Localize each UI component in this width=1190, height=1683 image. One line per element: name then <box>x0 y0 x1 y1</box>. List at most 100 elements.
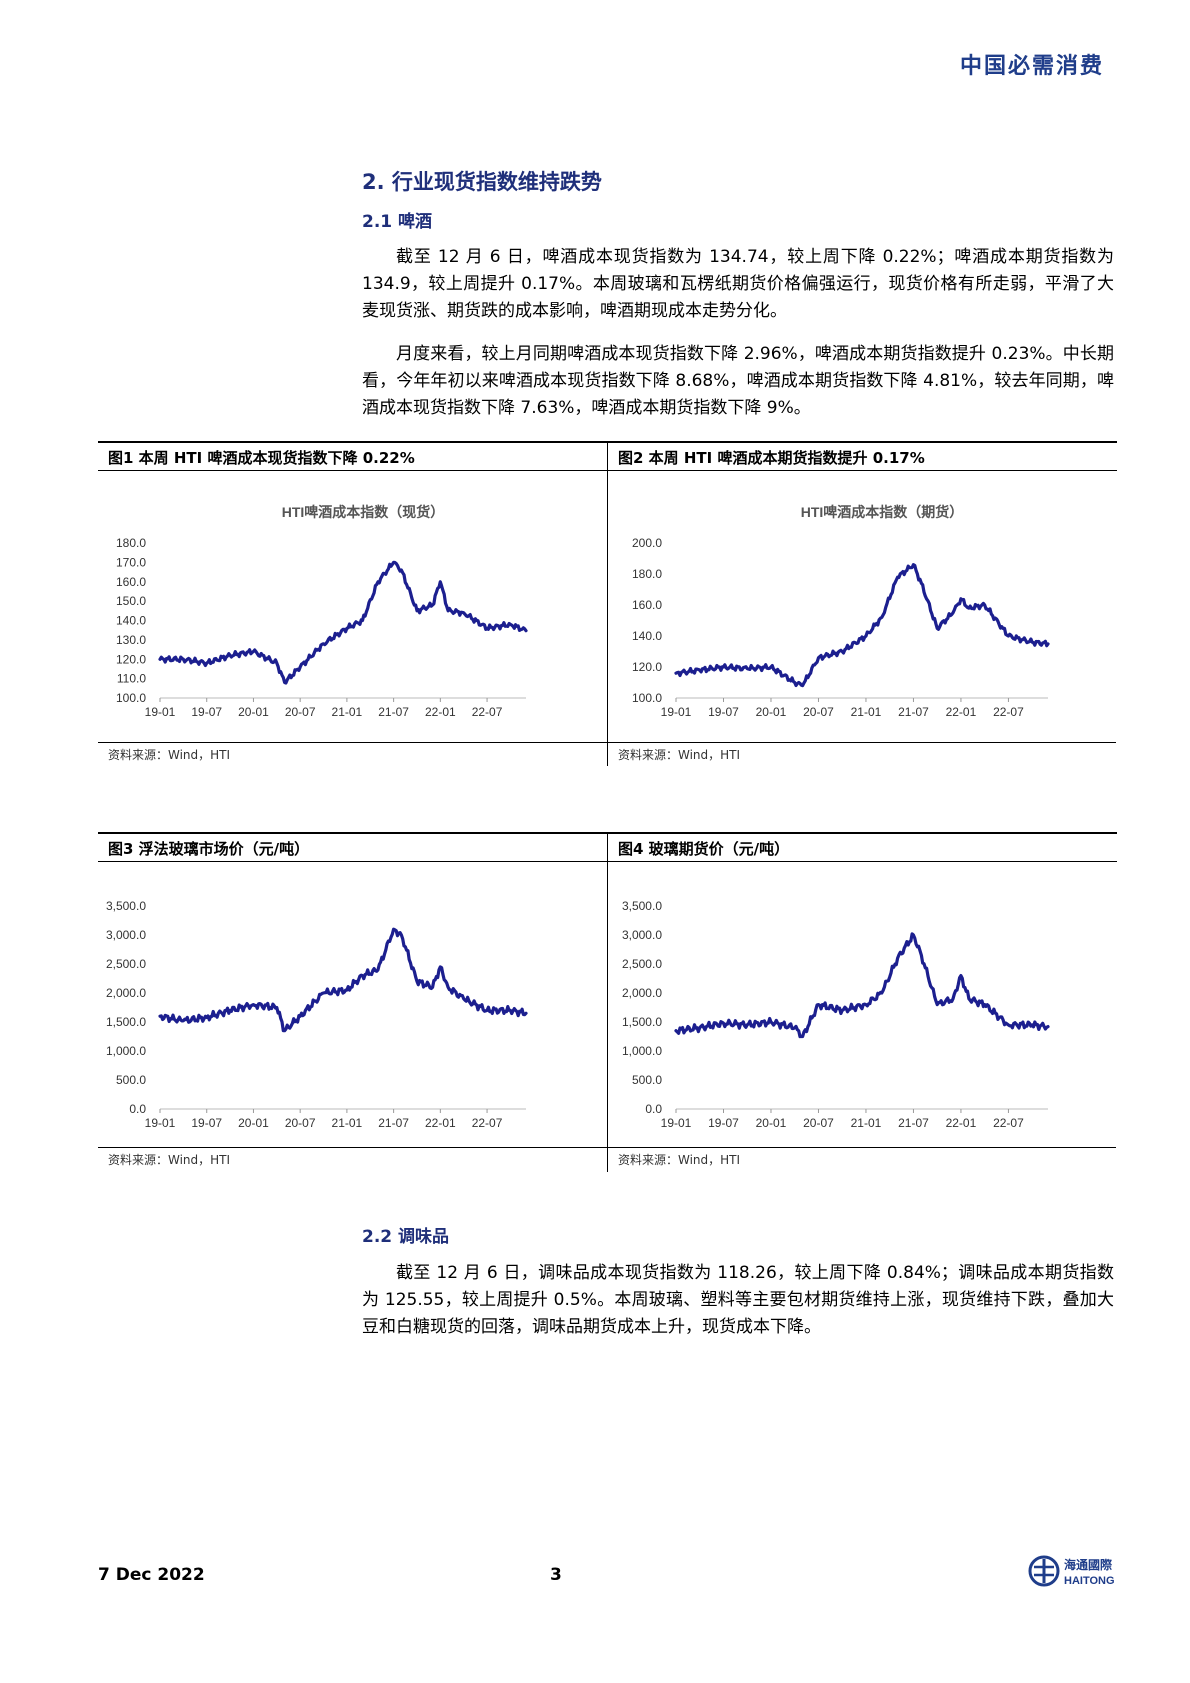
x-tick-label: 21-07 <box>898 1116 929 1130</box>
haitong-logo: 海通國際 HAITONG <box>1028 1555 1115 1587</box>
y-tick-label: 3,500.0 <box>622 899 662 913</box>
x-tick-label: 20-07 <box>285 705 316 719</box>
x-tick-label: 19-01 <box>145 1116 176 1130</box>
y-tick-label: 0.0 <box>645 1102 662 1116</box>
figure-1-chart: HTI啤酒成本指数（现货） 100.0 110.0 120.0 130.0 140.0 15… <box>116 504 528 719</box>
beer-paragraph-2: 月度来看，较上月同期啤酒成本现货指数下降 2.96%，啤酒成本期货指数提升 0.… <box>362 344 1114 418</box>
x-tick-label: 21-01 <box>332 705 363 719</box>
series-line <box>674 563 1050 688</box>
y-tick-label: 110.0 <box>117 672 146 686</box>
y-tick-label: 1,000.0 <box>622 1044 662 1058</box>
figure-2-caption: 图2 本周 HTI 啤酒成本期货指数提升 0.17% <box>608 441 1117 471</box>
condiment-paragraphs: 截至 12 月 6 日，调味品成本现货指数为 118.26，较上周下降 0.84… <box>362 1260 1114 1341</box>
x-tick-label: 20-01 <box>238 1116 269 1130</box>
figure-3-caption: 图3 浮法玻璃市场价（元/吨） <box>98 832 607 862</box>
y-tick-label: 150.0 <box>116 594 146 608</box>
x-tick-label: 21-07 <box>378 705 409 719</box>
x-tick-label: 20-07 <box>285 1116 316 1130</box>
y-tick-label: 1,500.0 <box>106 1015 146 1029</box>
header-brand: 中国必需消费 <box>959 54 1104 79</box>
y-tick-label: 2,500.0 <box>622 957 662 971</box>
x-tick-label: 20-07 <box>803 705 834 719</box>
x-tick-label: 22-01 <box>946 705 977 719</box>
figure-2: 图2 本周 HTI 啤酒成本期货指数提升 0.17% HTI啤酒成本指数（期货）… <box>607 441 1117 766</box>
y-tick-label: 2,000.0 <box>622 986 662 1000</box>
figure-row-2: 图3 浮法玻璃市场价（元/吨） 0.0 500.0 1,000.0 1,500.0 2,… <box>98 832 1117 1172</box>
chart-title: HTI啤酒成本指数（期货） <box>801 504 964 520</box>
figure-1-caption: 图1 本周 HTI 啤酒成本现货指数下降 0.22% <box>98 441 607 471</box>
figure-1-source: 资料来源：Wind，HTI <box>108 748 231 762</box>
x-tick-label: 19-01 <box>661 705 692 719</box>
y-tick-label: 3,000.0 <box>106 928 146 942</box>
footer-date: 7 Dec 2022 <box>98 1565 205 1585</box>
figure-3-chart: 0.0 500.0 1,000.0 1,500.0 2,000.0 2,500.0 3,00… <box>106 899 528 1130</box>
y-tick-label: 180.0 <box>116 536 146 550</box>
x-tick-label: 19-07 <box>191 1116 222 1130</box>
y-tick-label: 200.0 <box>632 536 662 550</box>
x-tick-label: 20-01 <box>756 1116 787 1130</box>
section-title: 2. 行业现货指数维持跌势 <box>362 170 602 194</box>
x-tick-label: 19-01 <box>661 1116 692 1130</box>
x-tick-label: 20-01 <box>756 705 787 719</box>
logo-cn-text: 海通國際 <box>1064 1557 1113 1572</box>
figure-3: 图3 浮法玻璃市场价（元/吨） 0.0 500.0 1,000.0 1,500.0 2,… <box>98 832 607 1172</box>
y-tick-label: 3,500.0 <box>106 899 146 913</box>
y-tick-label: 2,000.0 <box>106 986 146 1000</box>
y-tick-label: 2,500.0 <box>106 957 146 971</box>
figure-row-1-divider <box>98 742 1116 743</box>
x-tick-label: 20-01 <box>238 705 269 719</box>
y-tick-label: 170.0 <box>116 555 146 569</box>
x-tick-label: 22-07 <box>993 1116 1024 1130</box>
x-tick-label: 21-01 <box>851 705 882 719</box>
y-tick-label: 1,500.0 <box>622 1015 662 1029</box>
y-tick-label: 120.0 <box>116 652 146 666</box>
figure-4: 图4 玻璃期货价（元/吨） 0.0 500.0 1,000.0 1,500.0 2,00… <box>607 832 1117 1172</box>
page-number: 3 <box>550 1565 562 1585</box>
x-tick-label: 22-07 <box>993 705 1024 719</box>
condiment-paragraph-1: 截至 12 月 6 日，调味品成本现货指数为 118.26，较上周下降 0.84… <box>362 1263 1114 1337</box>
logo-en-text: HAITONG <box>1064 1575 1115 1587</box>
figure-2-chart: HTI啤酒成本指数（期货） 100.0 120.0 140.0 160.0 180.0 20… <box>632 504 1050 719</box>
figure-1: 图1 本周 HTI 啤酒成本现货指数下降 0.22% HTI啤酒成本指数（现货）… <box>98 441 607 766</box>
subsection-beer-title: 2.1 啤酒 <box>362 212 433 232</box>
series-line <box>674 932 1050 1039</box>
x-tick-label: 22-01 <box>425 705 456 719</box>
subsection-condiment-title: 2.2 调味品 <box>362 1227 450 1247</box>
x-tick-label: 19-01 <box>145 705 176 719</box>
x-tick-label: 21-01 <box>851 1116 882 1130</box>
x-tick-label: 19-07 <box>708 1116 739 1130</box>
figure-2-source: 资料来源：Wind，HTI <box>618 748 741 762</box>
figure-4-caption: 图4 玻璃期货价（元/吨） <box>608 832 1117 862</box>
x-tick-label: 20-07 <box>803 1116 834 1130</box>
figure-row-1: 图1 本周 HTI 啤酒成本现货指数下降 0.22% HTI啤酒成本指数（现货）… <box>98 441 1117 766</box>
x-tick-label: 22-07 <box>472 705 503 719</box>
y-tick-label: 500.0 <box>116 1073 146 1087</box>
y-tick-label: 0.0 <box>129 1102 146 1116</box>
x-tick-label: 19-07 <box>191 705 222 719</box>
chart-title: HTI啤酒成本指数（现货） <box>282 504 445 520</box>
y-tick-label: 160.0 <box>632 598 662 612</box>
x-tick-label: 21-07 <box>898 705 929 719</box>
y-tick-label: 100.0 <box>632 691 662 705</box>
x-tick-label: 22-01 <box>946 1116 977 1130</box>
x-tick-label: 22-01 <box>425 1116 456 1130</box>
y-tick-label: 130.0 <box>116 633 146 647</box>
y-tick-label: 120.0 <box>632 660 662 674</box>
beer-paragraph-1: 截至 12 月 6 日，啤酒成本现货指数为 134.74，较上周下降 0.22%… <box>362 247 1114 321</box>
x-tick-label: 21-07 <box>378 1116 409 1130</box>
x-tick-label: 22-07 <box>472 1116 503 1130</box>
y-tick-label: 160.0 <box>116 575 146 589</box>
y-tick-label: 1,000.0 <box>106 1044 146 1058</box>
series-line <box>158 560 528 685</box>
y-tick-label: 140.0 <box>632 629 662 643</box>
figure-row-2-divider <box>98 1147 1116 1148</box>
y-tick-label: 3,000.0 <box>622 928 662 942</box>
x-tick-label: 19-07 <box>708 705 739 719</box>
y-tick-label: 100.0 <box>116 691 146 705</box>
beer-paragraphs: 截至 12 月 6 日，啤酒成本现货指数为 134.74，较上周下降 0.22%… <box>362 244 1114 422</box>
figure-3-source: 资料来源：Wind，HTI <box>108 1153 231 1167</box>
y-tick-label: 140.0 <box>116 614 146 628</box>
figure-4-chart: 0.0 500.0 1,000.0 1,500.0 2,000.0 2,500.0 3,00… <box>622 899 1050 1130</box>
y-tick-label: 500.0 <box>632 1073 662 1087</box>
y-tick-label: 180.0 <box>632 567 662 581</box>
